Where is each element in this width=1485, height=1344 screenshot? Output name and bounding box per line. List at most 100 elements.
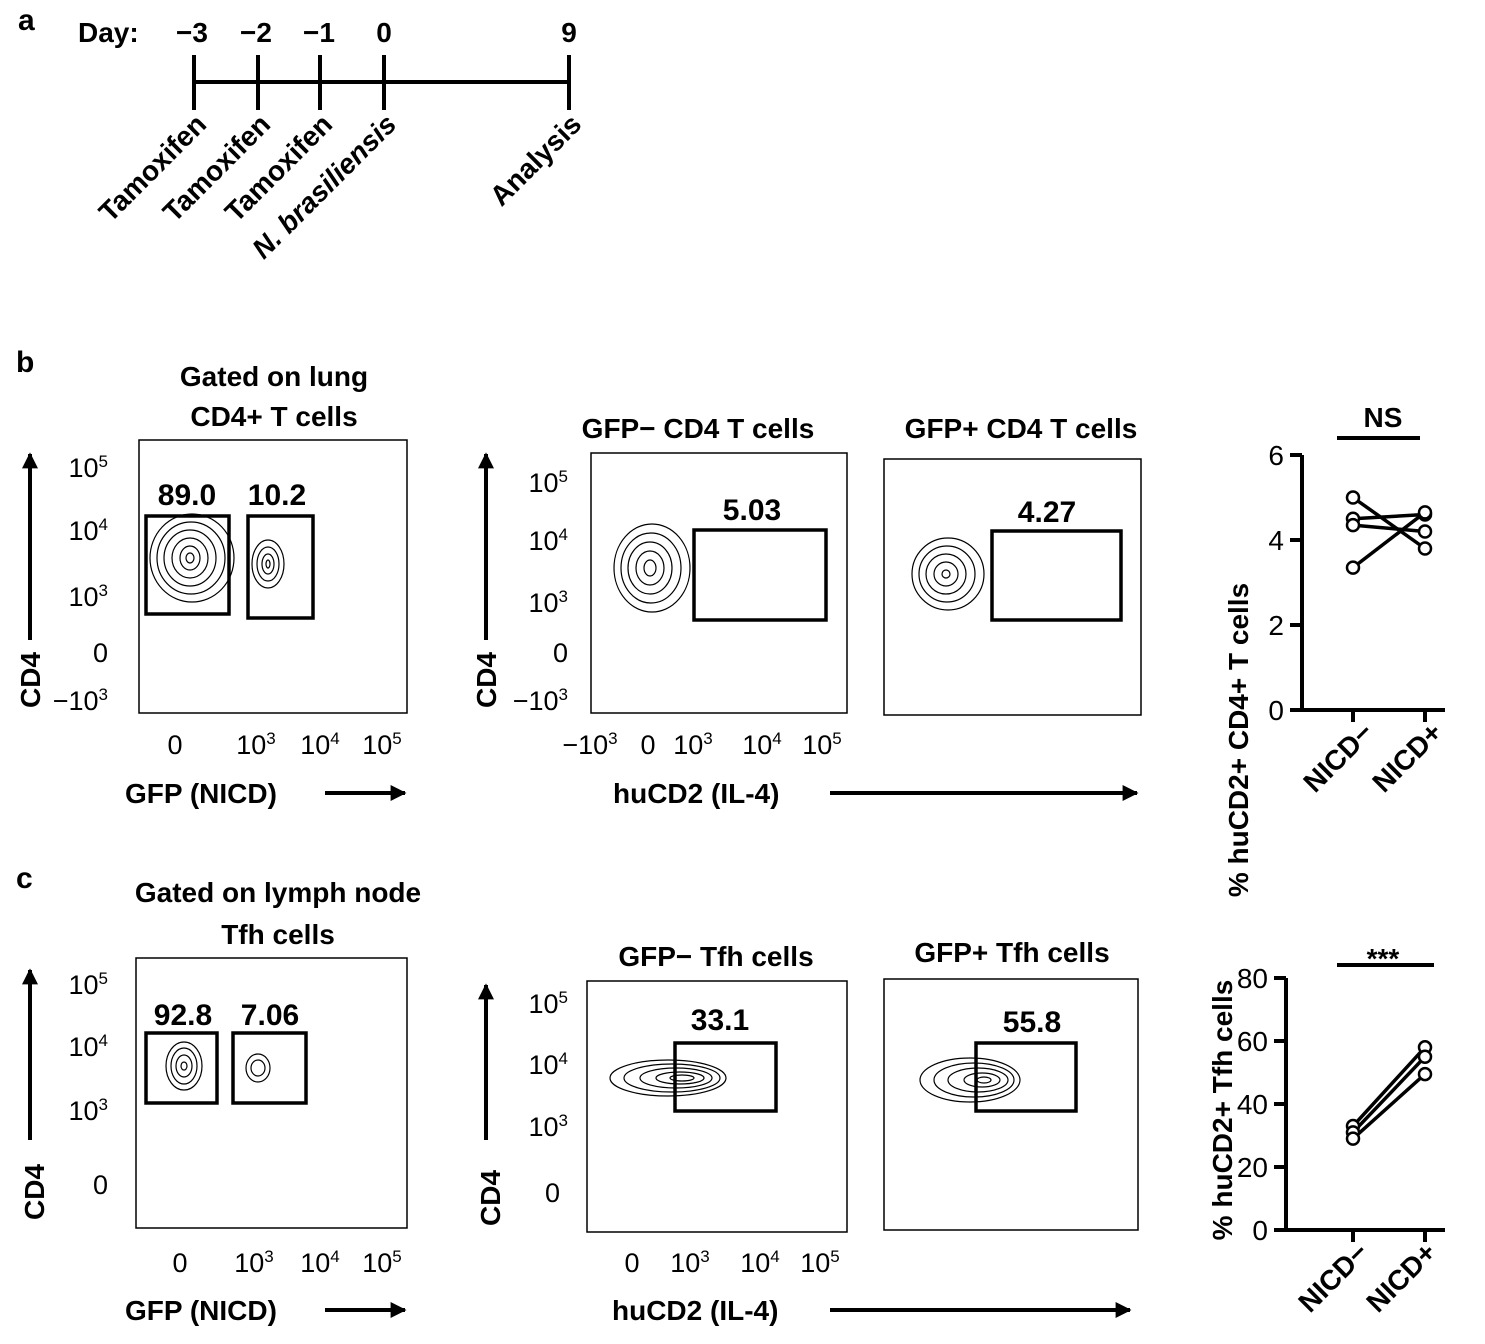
- x-tick-label: 104: [300, 729, 340, 760]
- y-tick-label: 20: [1237, 1152, 1268, 1183]
- gfp-neg-title: GFP− CD4 T cells: [582, 413, 815, 444]
- timeline-axis: [192, 55, 571, 110]
- data-point: [1345, 1131, 1361, 1146]
- gate-percentage: 4.27: [1018, 496, 1076, 529]
- x-tick-labels-c-gate: 0 103 104 105: [172, 1247, 401, 1278]
- x-tick-label: 104: [742, 729, 782, 760]
- x-tick-label: 105: [362, 729, 402, 760]
- gate-percentage: 89.0: [158, 479, 216, 512]
- timeline-event: Analysis: [484, 108, 587, 211]
- timeline-day: 9: [561, 17, 577, 48]
- flow-plot-b-gfp-neg: 5.03: [590, 452, 848, 714]
- y-tick-label: 0: [553, 638, 568, 668]
- data-point: [1417, 524, 1433, 539]
- data-point: [1417, 1066, 1433, 1082]
- data-point: [1345, 560, 1361, 575]
- gfp-axis-label: GFP (NICD): [125, 1295, 277, 1326]
- significance-label: NS: [1364, 402, 1403, 433]
- y-tick-label: 103: [528, 1111, 568, 1142]
- paired-line: [1351, 1055, 1427, 1134]
- timeline-day: 0: [376, 17, 392, 48]
- gate-percentage: 92.8: [154, 999, 212, 1032]
- x-tick-label: 0: [624, 1248, 639, 1278]
- gate-box: [231, 1031, 308, 1105]
- timeline-day-label: Day:: [78, 17, 139, 48]
- panel-b-label: b: [16, 346, 34, 379]
- gate-percentage: 5.03: [723, 494, 781, 527]
- paired-line: [1352, 523, 1426, 534]
- x-category-label: NICD+: [1366, 716, 1448, 798]
- gate-box: [692, 528, 828, 622]
- paired-plot-b: % huCD2+ CD4+ T cells NS NICD− NICD+ 0 2 4…: [1223, 402, 1448, 897]
- cd4-axis-label: CD4: [15, 652, 46, 708]
- x-tick-label: 0: [172, 1248, 187, 1278]
- x-tick-label: 105: [362, 1247, 402, 1278]
- flow-plot-b-gfp-pos: 4.27: [883, 458, 1142, 716]
- y-tick-label: 0: [1252, 1215, 1268, 1246]
- cd4-axis-label: CD4: [475, 1170, 506, 1226]
- y-tick-label: 0: [93, 1170, 108, 1200]
- flow-plot-c-gfp-neg: 33.1: [586, 980, 848, 1233]
- flow-plot-b-gate: 89.0 10.2: [138, 439, 408, 714]
- x-tick-label: 104: [740, 1247, 780, 1278]
- x-tick-label: 0: [167, 730, 182, 760]
- timeline-day: −1: [303, 17, 335, 48]
- data-point: [1417, 1049, 1433, 1064]
- gate-title: Gated on lymph node: [135, 877, 421, 908]
- gfp-pos-title: GFP+ Tfh cells: [914, 937, 1109, 968]
- gate-box: [990, 529, 1123, 622]
- paired-line: [1352, 512, 1426, 521]
- flow-plot-c-gate: 92.8 7.06: [135, 957, 408, 1229]
- cd4-axis-label: CD4: [471, 652, 502, 708]
- y-tick-label: 40: [1237, 1089, 1268, 1120]
- y-tick-label: −103: [53, 685, 108, 716]
- x-tick-labels-c-hucd2: 0 103 104 105: [624, 1247, 839, 1278]
- y-tick-labels-b-gfp-neg: 105 104 103 0 −103: [513, 467, 568, 716]
- y-tick-label: 104: [68, 515, 108, 546]
- x-tick-label: −103: [562, 729, 617, 760]
- gate-percentage: 55.8: [1003, 1006, 1061, 1039]
- gate-percentage: 33.1: [691, 1004, 749, 1037]
- x-category-label: NICD+: [1360, 1236, 1442, 1318]
- timeline-day: −2: [240, 17, 272, 48]
- y-tick-label: 105: [68, 452, 108, 483]
- x-tick-label: 104: [300, 1247, 340, 1278]
- paired-line: [1351, 1046, 1427, 1128]
- gate-title: Gated on lung: [180, 361, 368, 392]
- data-point: [1417, 541, 1433, 556]
- significance-label: ***: [1367, 943, 1400, 974]
- y-tick-label: 104: [68, 1031, 108, 1062]
- hucd2-axis-label: huCD2 (IL-4): [612, 1295, 778, 1326]
- y-tick-label: 105: [68, 969, 108, 1000]
- y-tick-label: 103: [68, 581, 108, 612]
- contour-population: [149, 513, 235, 603]
- gate-box: [246, 514, 315, 620]
- paired-line: [1351, 496, 1427, 550]
- gate-box: [974, 1041, 1078, 1113]
- x-tick-label: 105: [800, 1247, 840, 1278]
- y-tick-label: 2: [1268, 610, 1284, 641]
- x-tick-label: 103: [234, 1247, 274, 1278]
- gate-box: [144, 1031, 219, 1105]
- y-tick-label: 105: [528, 467, 568, 498]
- contour-population: [251, 539, 285, 589]
- x-tick-label: 103: [673, 729, 713, 760]
- y-tick-labels-c-gate: 105 104 103 0: [68, 969, 108, 1200]
- data-point: [1345, 517, 1361, 533]
- y-tick-label: 80: [1237, 963, 1268, 994]
- y-tick-label: 60: [1237, 1026, 1268, 1057]
- y-tick-label: 105: [528, 988, 568, 1019]
- gate-title: CD4+ T cells: [190, 401, 357, 432]
- y-tick-label: −103: [513, 685, 568, 716]
- x-category-label: NICD−: [1292, 1236, 1374, 1318]
- hucd2-axis-label: huCD2 (IL-4): [613, 778, 779, 809]
- data-point: [1345, 490, 1361, 505]
- y-tick-labels-c-gfp-neg: 105 104 103 0: [528, 988, 568, 1208]
- gate-box: [673, 1041, 778, 1113]
- y-tick-label: 104: [528, 1049, 568, 1080]
- y-tick-label: 6: [1268, 440, 1284, 471]
- y-tick-label: 0: [545, 1178, 560, 1208]
- y-tick-label: 104: [528, 525, 568, 556]
- gfp-axis-label: GFP (NICD): [125, 778, 277, 809]
- x-tick-label: 103: [236, 729, 276, 760]
